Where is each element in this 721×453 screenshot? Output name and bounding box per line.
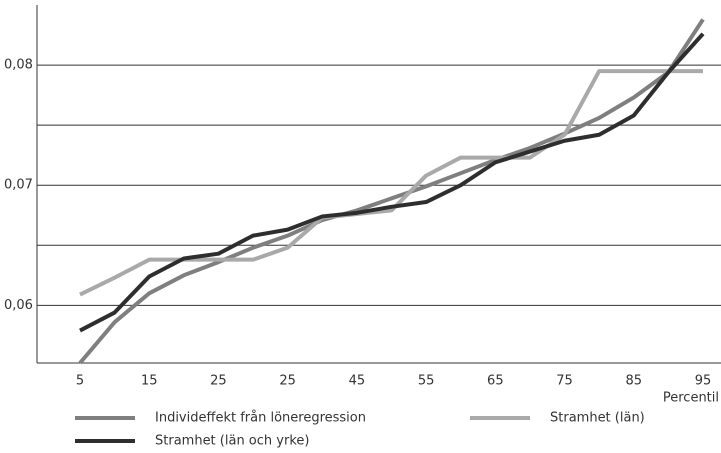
legend-label: Stramhet (län och yrke) [155, 434, 309, 449]
x-tick-label: 15 [141, 374, 158, 389]
x-tick-label: 85 [626, 374, 643, 389]
y-tick-label: 0,08 [4, 58, 33, 73]
series-line [79, 69, 703, 297]
x-tick-label: 75 [556, 374, 573, 389]
legend-label: Stramhet (län) [550, 411, 645, 426]
x-tick-label: 25 [210, 374, 227, 389]
y-tick-label: 0,07 [4, 178, 33, 193]
series-line [78, 18, 705, 365]
x-tick-label: 55 [418, 374, 435, 389]
x-tick-label: 5 [76, 374, 84, 389]
x-axis-label: Percentil [663, 391, 719, 406]
x-tick-label: 25 [279, 374, 296, 389]
legend-label: Individeffekt från löneregression [155, 411, 366, 426]
x-tick-label: 45 [349, 374, 366, 389]
y-tick-label: 0,06 [4, 298, 33, 313]
series-line [79, 32, 705, 333]
x-tick-label: 65 [487, 374, 504, 389]
x-tick-label: 95 [695, 374, 712, 389]
